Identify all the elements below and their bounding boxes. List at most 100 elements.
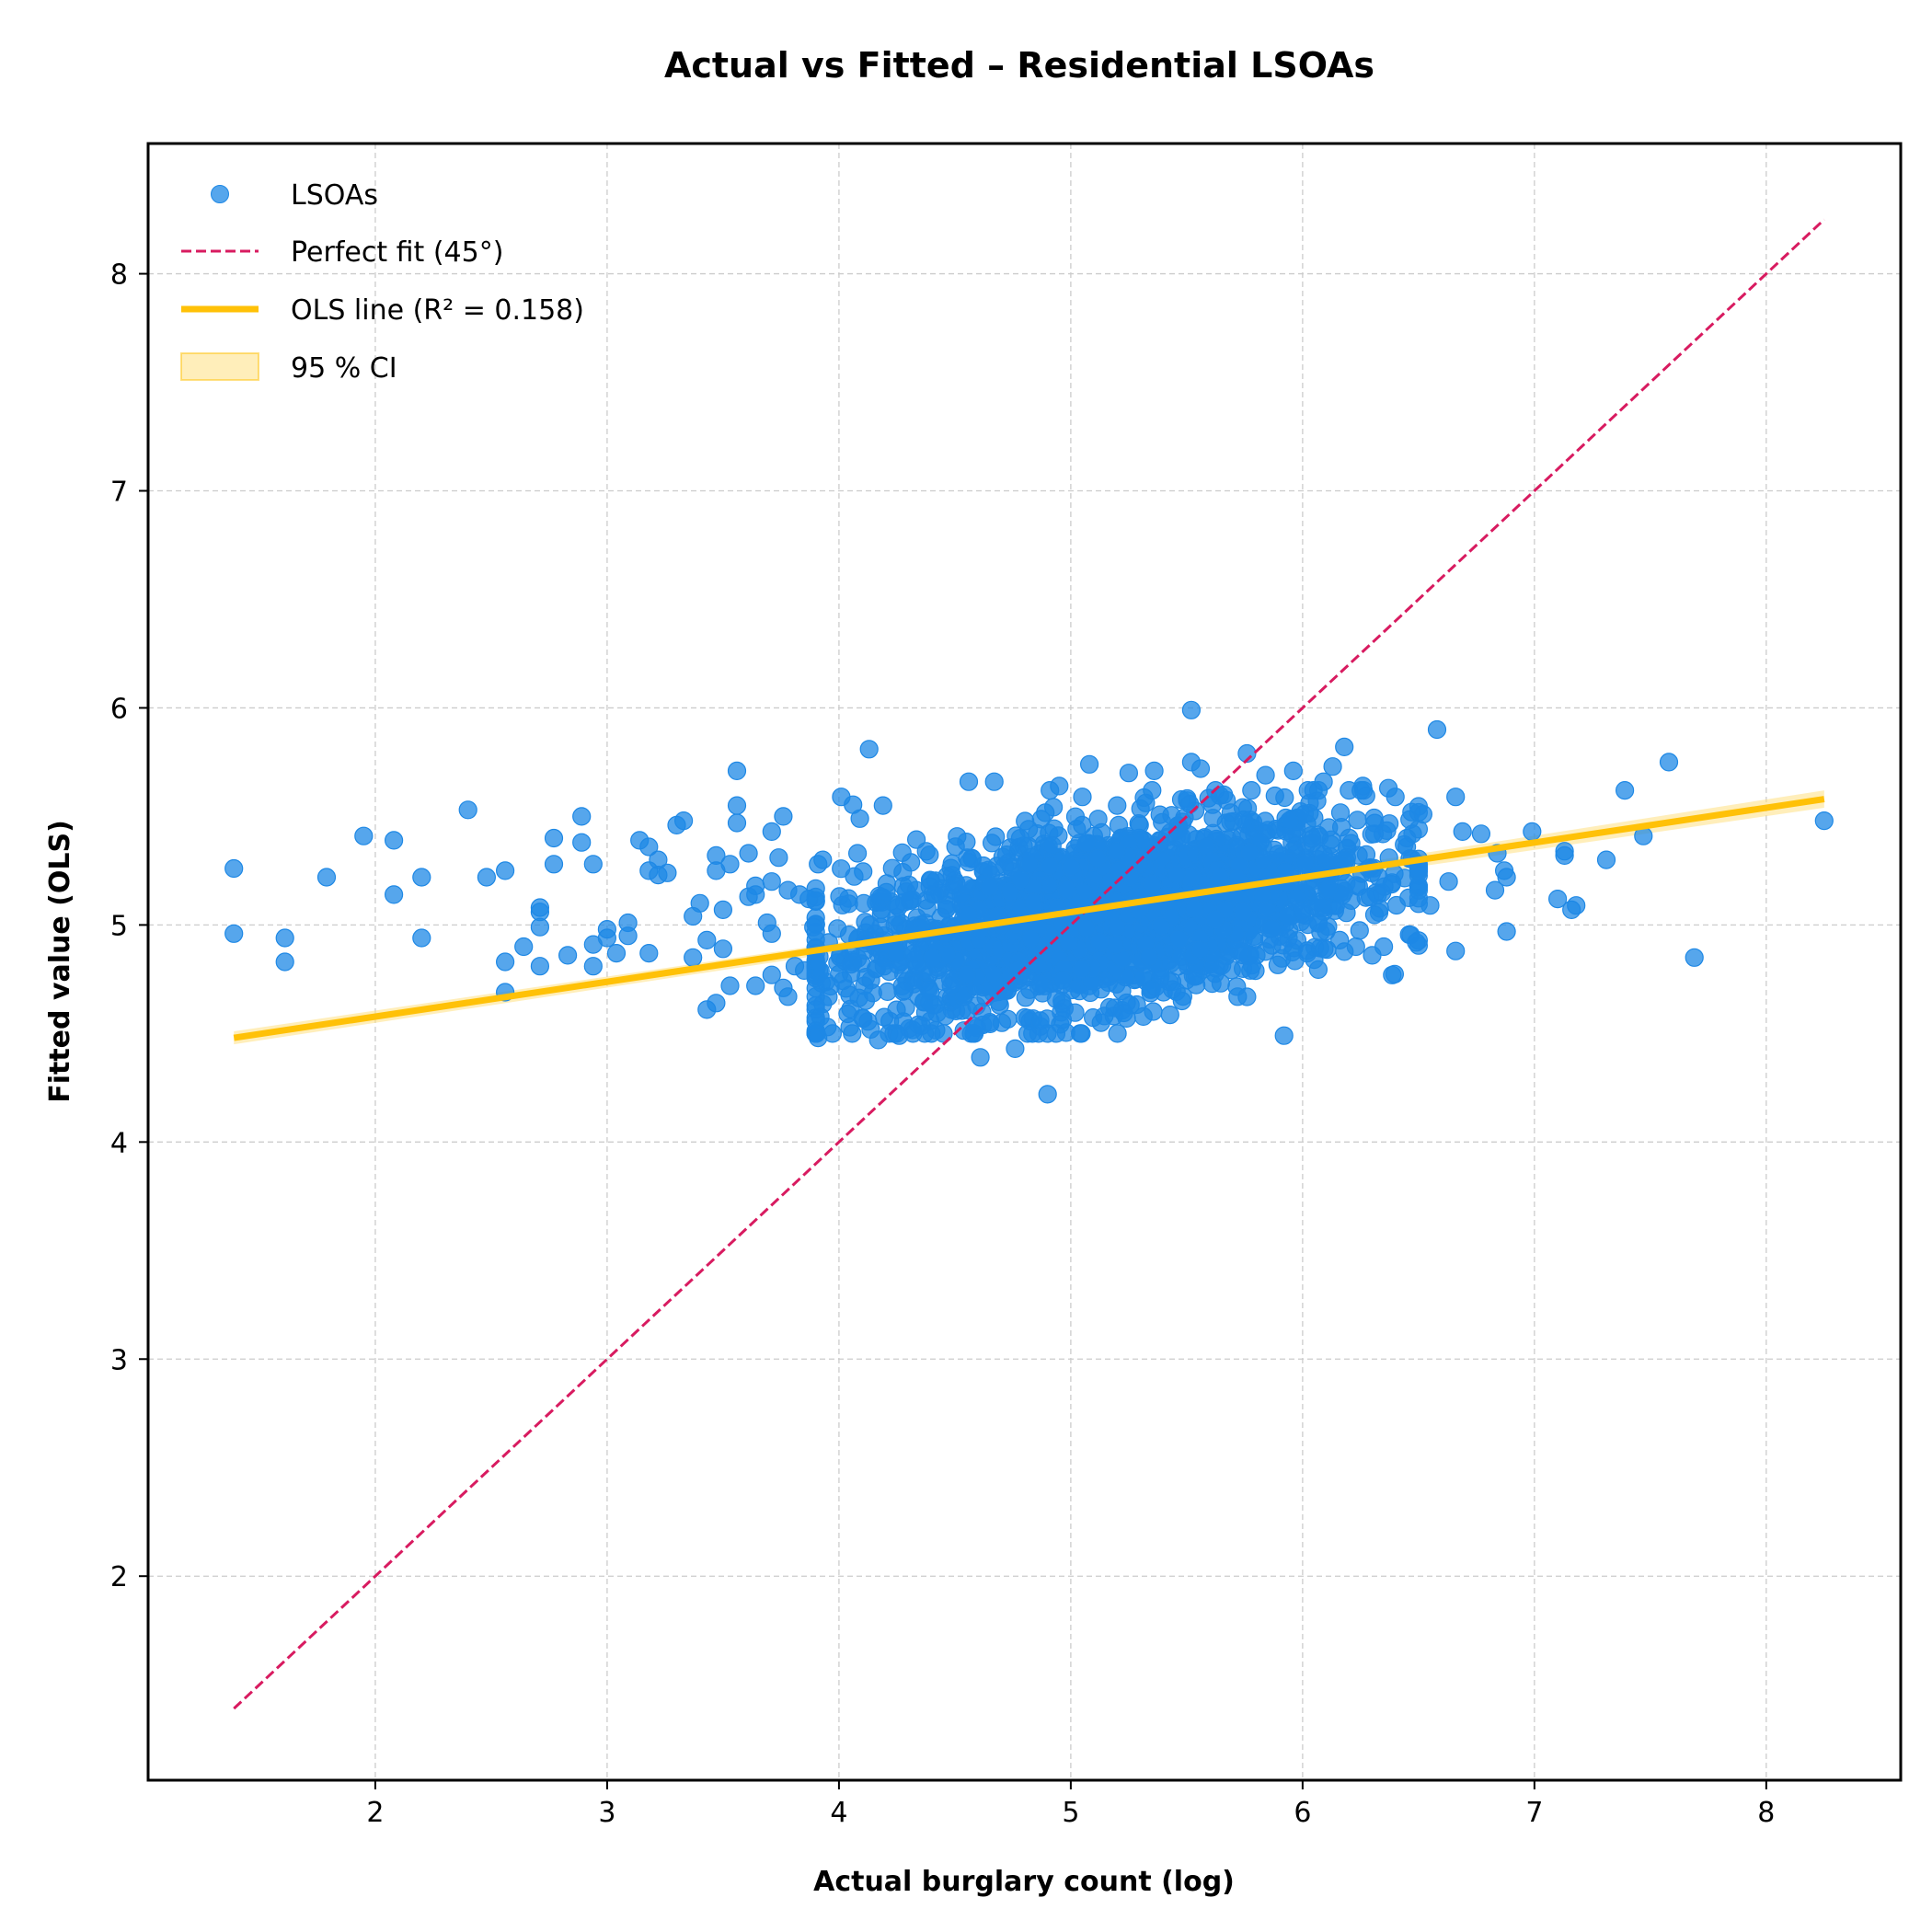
data-point <box>1092 822 1111 843</box>
data-point <box>877 882 896 903</box>
data-point <box>713 900 733 920</box>
data-point <box>1010 829 1030 848</box>
data-point <box>1210 868 1230 888</box>
data-point <box>1353 776 1373 796</box>
data-point <box>903 890 922 910</box>
data-point <box>1413 804 1433 824</box>
data-point <box>1050 776 1069 796</box>
data-point <box>903 944 923 963</box>
data-point <box>1019 855 1040 874</box>
data-point <box>1305 949 1324 970</box>
data-point <box>980 877 999 896</box>
data-point <box>804 917 823 937</box>
data-point <box>1335 737 1354 757</box>
data-point <box>1567 896 1586 915</box>
data-point <box>713 939 733 959</box>
data-point <box>1252 885 1272 904</box>
data-point <box>658 863 677 882</box>
data-point <box>1061 857 1080 877</box>
data-point <box>707 994 726 1013</box>
data-point <box>762 822 781 842</box>
data-point <box>1167 865 1187 884</box>
data-point <box>948 827 967 846</box>
data-point <box>957 876 976 895</box>
x-tick-label: 3 <box>598 1797 615 1829</box>
legend-label-ci: 95 % CI <box>291 352 397 385</box>
data-point <box>385 831 404 850</box>
data-point <box>762 965 781 984</box>
plot-frame <box>146 142 1903 1782</box>
data-point <box>1407 933 1426 952</box>
data-point <box>1314 772 1333 791</box>
y-tick-label: 3 <box>110 1344 128 1376</box>
data-point <box>1108 1024 1127 1043</box>
data-point <box>720 855 740 874</box>
data-point <box>1446 941 1466 960</box>
data-point <box>961 1024 981 1043</box>
data-point <box>868 1030 888 1050</box>
x-tick-label: 4 <box>830 1797 847 1829</box>
data-point <box>1079 754 1099 774</box>
data-point <box>1087 848 1107 868</box>
data-point <box>1028 823 1047 844</box>
data-point <box>583 855 603 874</box>
data-point <box>1523 822 1542 842</box>
data-point <box>1130 855 1149 874</box>
data-point <box>477 868 497 887</box>
data-point <box>762 872 781 891</box>
y-tick-label: 6 <box>110 693 128 725</box>
data-point <box>639 837 659 857</box>
data-point <box>727 796 747 815</box>
data-point <box>1046 989 1066 1008</box>
data-point <box>1117 1008 1136 1029</box>
data-point <box>1399 888 1419 908</box>
data-point <box>847 844 868 863</box>
data-point <box>597 928 617 948</box>
data-point <box>1091 1013 1110 1032</box>
data-point <box>1233 902 1253 922</box>
data-point <box>1090 932 1110 952</box>
data-point <box>1234 810 1253 830</box>
data-point <box>957 965 976 984</box>
data-point <box>746 976 765 995</box>
data-point <box>1497 868 1516 887</box>
data-point <box>1023 892 1043 912</box>
data-point <box>697 930 717 950</box>
data-point <box>1030 1011 1050 1030</box>
data-point <box>914 1024 935 1043</box>
data-point <box>1346 937 1365 957</box>
data-point <box>816 972 835 992</box>
data-point <box>1030 974 1050 994</box>
y-axis-label: Fitted value (OLS) <box>44 820 76 1103</box>
data-point <box>1427 719 1447 740</box>
data-point <box>1202 973 1222 994</box>
data-point <box>1072 960 1091 979</box>
data-point <box>794 960 814 981</box>
data-point <box>1420 896 1440 915</box>
data-point <box>941 976 960 995</box>
data-point <box>1349 877 1369 896</box>
data-point <box>1386 788 1405 807</box>
data-point <box>1154 983 1173 1002</box>
data-point <box>1280 811 1299 831</box>
data-point <box>983 963 1002 983</box>
data-point <box>1181 700 1202 719</box>
data-point <box>1190 940 1210 960</box>
data-point <box>1076 918 1097 937</box>
data-point <box>224 858 244 879</box>
data-point <box>1151 916 1170 936</box>
x-tick-label: 7 <box>1525 1797 1543 1829</box>
data-point <box>1042 835 1062 856</box>
data-point <box>639 943 659 963</box>
data-point <box>1374 937 1394 957</box>
data-point <box>1119 764 1139 783</box>
data-point <box>1007 960 1027 980</box>
data-point <box>1129 813 1148 834</box>
data-point <box>1117 993 1136 1013</box>
data-point <box>1265 786 1284 806</box>
data-point <box>799 889 819 909</box>
data-point <box>1247 946 1266 965</box>
x-axis-label: Actual burglary count (log) <box>813 1866 1235 1898</box>
data-point <box>1350 921 1369 940</box>
